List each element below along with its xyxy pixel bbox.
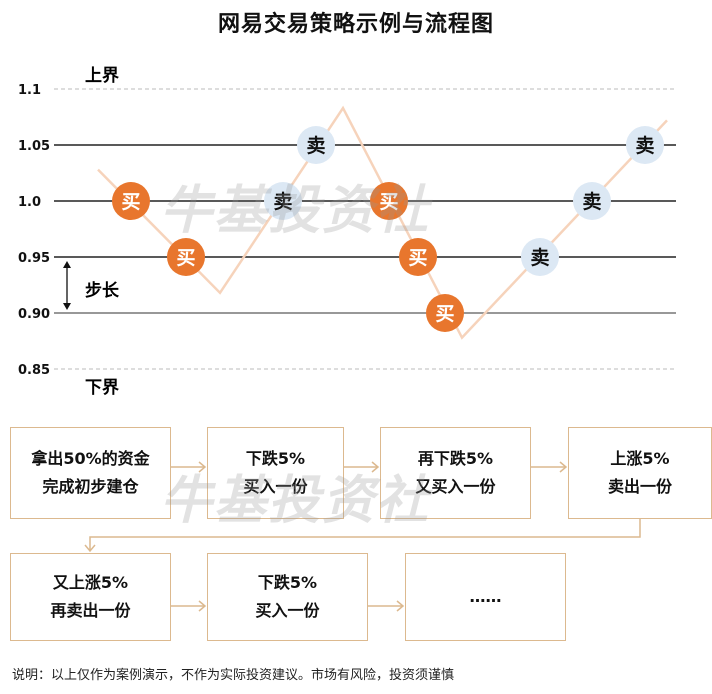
sell-marker-label: 卖: [635, 135, 654, 157]
sell-marker: [626, 126, 664, 164]
level-tick-label: 1.05: [18, 139, 50, 154]
flow-step-text: 再下跌5%: [417, 449, 494, 468]
sell-marker: [521, 238, 559, 276]
buy-marker: [112, 182, 150, 220]
flow-step: 再下跌5% 又买入一份: [380, 427, 531, 519]
sell-marker: [297, 126, 335, 164]
flow-step-text: 完成初步建仓: [42, 477, 139, 496]
sell-marker: [573, 182, 611, 220]
flow-step-text: 下跌5%: [245, 449, 306, 468]
level-tick-label: 0.90: [18, 307, 50, 322]
flow-step-text: ……: [469, 587, 502, 606]
flow-step: 上涨5% 卖出一份: [568, 427, 712, 519]
flow-step-text: 拿出50%的资金: [31, 449, 150, 468]
buy-marker-label: 买: [121, 191, 140, 213]
sell-marker-label: 卖: [306, 135, 325, 157]
upper-bound-label: 上界: [85, 66, 119, 86]
sell-marker: [264, 182, 302, 220]
flow-step-text: 又买入一份: [415, 477, 496, 496]
buy-marker: [426, 294, 464, 332]
buy-marker-label: 买: [408, 247, 427, 269]
price-line: [97, 105, 668, 340]
buy-marker: [167, 238, 205, 276]
flow-arrow-wrap: [84, 519, 641, 553]
buy-marker: [370, 182, 408, 220]
flow-arrow: [171, 600, 207, 612]
sell-marker-label: 卖: [582, 191, 601, 213]
flow-step-text: 又上涨5%: [52, 573, 129, 592]
flow-step: 下跌5% 买入一份: [207, 427, 344, 519]
flow-step-text: 卖出一份: [607, 477, 672, 496]
flow-step-text: 下跌5%: [257, 573, 318, 592]
disclaimer: 说明：以上仅作为案例演示，不作为实际投资建议。市场有风险，投资须谨慎: [12, 668, 455, 683]
sell-marker-label: 卖: [530, 247, 549, 269]
flow-step-text: 买入一份: [255, 601, 320, 620]
page-title: 网易交易策略示例与流程图: [217, 12, 494, 37]
flow-step: 拿出50%的资金 完成初步建仓: [10, 427, 171, 519]
flow-arrow: [531, 461, 568, 473]
buy-marker-label: 买: [435, 303, 454, 325]
flow-arrow: [171, 461, 207, 473]
level-tick-label: 0.95: [18, 251, 50, 266]
flow-step-text: 买入一份: [243, 477, 308, 496]
buy-marker: [399, 238, 437, 276]
step-label: 步长: [85, 280, 120, 301]
flow-step-text: 再卖出一份: [50, 601, 131, 620]
flow-step: 下跌5% 买入一份: [207, 553, 368, 641]
flow-step: ……: [405, 553, 566, 641]
sell-marker-label: 卖: [273, 191, 292, 213]
buy-marker-label: 买: [379, 191, 398, 213]
flow-arrow: [344, 461, 380, 473]
flow-arrow: [368, 600, 405, 612]
flow-step-text: 上涨5%: [610, 449, 670, 468]
flow-step: 又上涨5% 再卖出一份: [10, 553, 171, 641]
lower-bound-label: 下界: [85, 378, 119, 398]
level-tick-label: 0.85: [18, 363, 50, 378]
level-tick-label: 1.1: [18, 83, 41, 98]
level-tick-label: 1.0: [18, 195, 41, 210]
buy-marker-label: 买: [176, 247, 195, 269]
